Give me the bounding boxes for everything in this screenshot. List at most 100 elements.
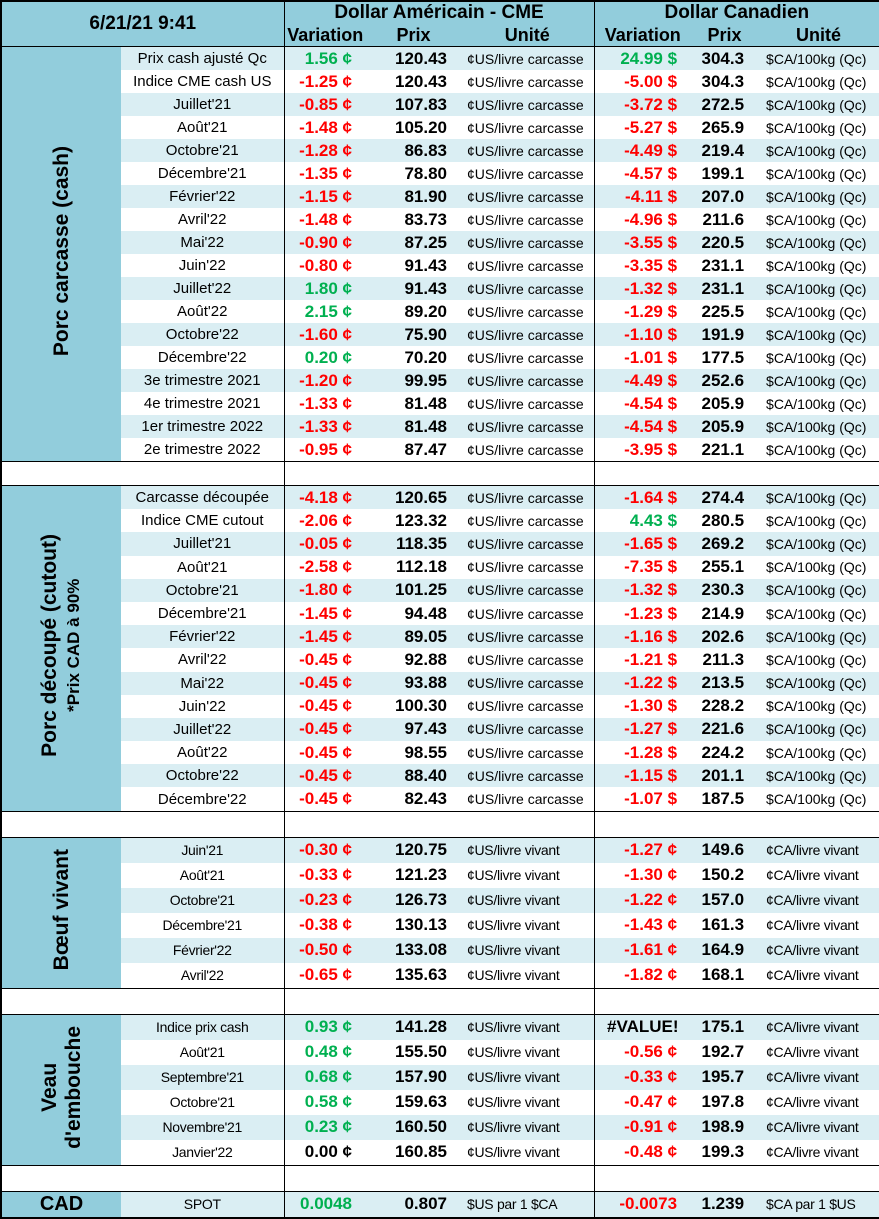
cad-variation: 4.43 $ [593, 509, 692, 533]
cad-unit: $CA par 1 $US [758, 1190, 879, 1218]
table-row: Veau d'embouche Indice prix cash 0.93 ¢ 141.… [1, 1013, 879, 1166]
cad-variation: -1.07 $ [593, 787, 692, 812]
usd-unit: ¢US/livre carcasse [467, 165, 584, 182]
table-row: Porc découpé (cutout) *Prix CAD à 90% Carc… [1, 485, 879, 812]
cad-prix: 221.1 [701, 439, 745, 459]
row-label: Indice CME cash US [133, 73, 272, 90]
cad-unit: ¢CA/livre vivant [758, 937, 879, 963]
cad-variation: -1.10 $ [593, 323, 692, 346]
usd-prix: 97.43 [366, 717, 462, 742]
cad-unit: ¢CA/livre vivant [758, 836, 879, 863]
spacer-row [1, 810, 879, 838]
cad-variation: -4.96 $ [593, 208, 692, 231]
cad-variation: -4.49 $ [593, 139, 692, 162]
row-label: Juillet'21 [121, 93, 285, 116]
cad-variation: -0.91 ¢ [593, 1114, 692, 1140]
usd-variation: -1.20 ¢ [283, 369, 367, 392]
cad-variation: -0.33 ¢ [593, 1064, 692, 1090]
cad-prix: 195.7 [691, 1064, 759, 1090]
section-title: Veau [37, 1062, 61, 1112]
cad-variation: -1.82 ¢ [593, 962, 692, 989]
usd-prix: 160.85 [395, 1142, 448, 1162]
section-title: Bœuf vivant [49, 849, 73, 971]
cad-prix: 199.1 [701, 163, 745, 183]
usd-variation: -4.18 ¢ [283, 485, 367, 510]
spacer-cell [593, 987, 879, 1015]
cad-prix: 280.5 [701, 510, 745, 530]
cad-unit: ¢CA/livre vivant [766, 967, 859, 984]
cad-variation: -1.27 $ [593, 717, 692, 742]
row-label: Août'21 [177, 558, 228, 576]
usd-prix: 91.43 [366, 277, 462, 300]
spacer-row [1, 461, 879, 486]
cad-group-title: Dollar Canadien [593, 1, 879, 24]
usd-prix: 118.35 [366, 532, 462, 556]
row-label: Indice prix cash [121, 1013, 285, 1040]
usd-variation: -1.15 ¢ [283, 185, 367, 208]
cad-variation: -1.01 $ [593, 346, 692, 369]
cad-prix: 255.1 [701, 557, 745, 577]
usd-variation: -0.45 ¢ [283, 764, 367, 788]
table-row: Décembre'21 -1.45 ¢ 94.48 ¢US/livre carcass… [1, 601, 879, 626]
table-row: Février'22 -1.15 ¢ 81.90 ¢US/livre carcasse… [1, 185, 879, 208]
usd-unit: ¢US/livre carcasse [461, 485, 595, 510]
cad-unit: $CA/100kg (Qc) [758, 185, 879, 208]
cad-unit: ¢CA/livre vivant [766, 917, 859, 934]
table-row: Décembre'22 -0.45 ¢ 82.43 ¢US/livre carcass… [1, 787, 879, 812]
cad-prix: 164.9 [691, 937, 759, 963]
usd-variation: 1.56 ¢ [283, 46, 367, 70]
cad-unit: $CA/100kg (Qc) [758, 277, 879, 300]
cad-unit: $CA/100kg (Qc) [758, 231, 879, 254]
usd-variation: 1.80 ¢ [283, 277, 367, 300]
cad-prix: 224.2 [701, 742, 745, 762]
table-row: Octobre'21 -0.23 ¢ 126.73 ¢US/livre vivant -… [1, 887, 879, 913]
cad-unit: $CA/100kg (Qc) [766, 73, 867, 90]
usd-prix: 120.75 [366, 836, 462, 863]
cad-prix: 157.0 [691, 887, 759, 913]
usd-prix: 86.83 [366, 139, 462, 162]
row-label: Mai'22 [121, 231, 285, 254]
cad-variation: -1.43 ¢ [593, 912, 692, 938]
usd-unit: ¢US/livre carcasse [467, 744, 584, 761]
usd-variation: -0.38 ¢ [283, 912, 367, 938]
usd-variation: -1.80 ¢ [283, 578, 367, 602]
usd-prix-header: Prix [366, 24, 462, 47]
usd-unit: ¢US/livre vivant [461, 887, 595, 913]
usd-variation: -2.06 ¢ [283, 509, 367, 533]
table-row: Décembre'22 0.20 ¢ 70.20 ¢US/livre carcasse… [1, 346, 879, 369]
usd-prix: 0.807 [366, 1190, 462, 1218]
cad-variation: -1.15 $ [593, 764, 692, 788]
section-title-cell: Porc carcasse (cash) [1, 46, 121, 462]
spacer-cell [283, 461, 595, 486]
cad-prix: 304.3 [691, 46, 759, 70]
usd-variation: -1.48 ¢ [283, 116, 367, 139]
spacer-row [1, 1164, 879, 1192]
table-row: Janvier'22 0.00 ¢ 160.85 ¢US/livre vivant -0… [1, 1139, 879, 1166]
cad-variation: -3.95 $ [593, 438, 692, 462]
row-label: Juin'22 [178, 257, 226, 274]
table-row: Octobre'22 -0.45 ¢ 88.40 ¢US/livre carcasse… [1, 764, 879, 788]
cad-variation: -1.64 $ [593, 485, 692, 510]
row-label: Février'22 [121, 185, 285, 208]
row-label: Mai'22 [121, 671, 285, 695]
cad-prix: 1.239 [691, 1190, 759, 1218]
row-label: Février'22 [121, 937, 285, 963]
usd-unit: ¢US/livre vivant [461, 1114, 595, 1140]
usd-unit: ¢US/livre carcasse [461, 625, 595, 649]
cad-variation-header: Variation [593, 24, 692, 47]
cad-prix: 149.6 [691, 836, 759, 863]
usd-prix: 100.30 [395, 696, 448, 716]
row-label: Décembre'21 [162, 917, 243, 934]
usd-unit: ¢US/livre carcasse [467, 211, 584, 228]
cad-variation: -3.72 $ [593, 93, 692, 116]
usd-prix: 133.08 [366, 937, 462, 963]
usd-prix: 159.63 [395, 1092, 448, 1112]
table-row: Porc carcasse (cash) Prix cash ajusté Qc 1… [1, 46, 879, 462]
cad-prix: 214.9 [701, 603, 745, 623]
usd-variation: -0.45 ¢ [283, 694, 367, 718]
usd-prix: 94.48 [404, 603, 448, 623]
row-label: 3e trimestre 2021 [121, 369, 285, 392]
section-title-block: Bœuf vivant [50, 849, 74, 970]
row-label: Juin'22 [178, 697, 226, 715]
cad-prix: 211.6 [702, 209, 745, 229]
